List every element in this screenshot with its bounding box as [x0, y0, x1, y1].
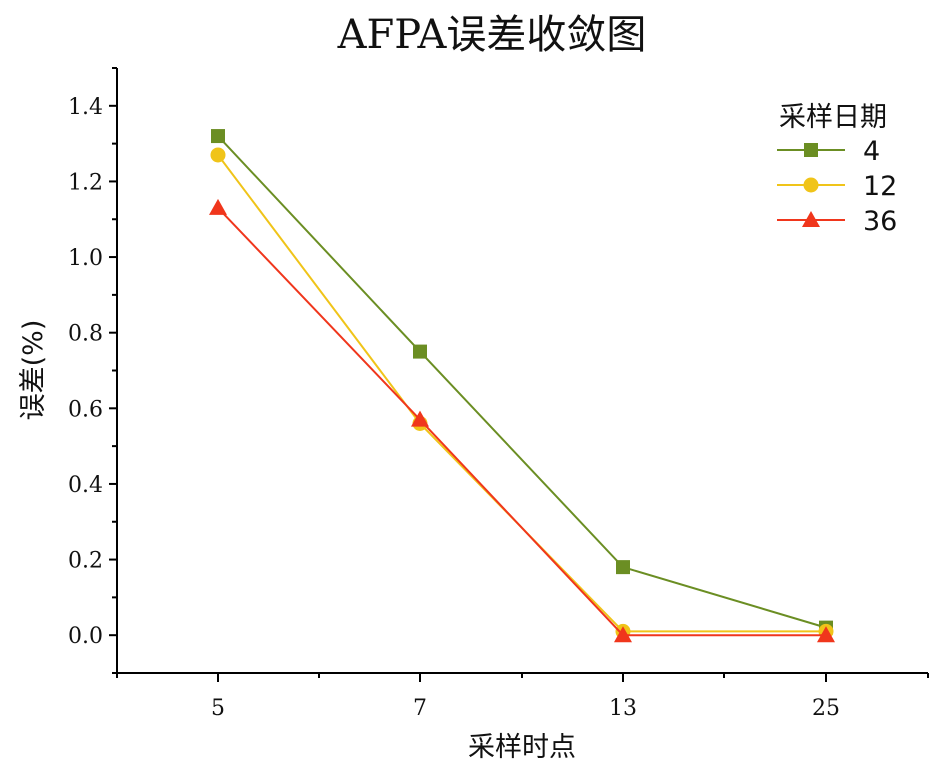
x-tick-label: 5 [211, 696, 225, 721]
data-point-4-13 [616, 560, 630, 575]
data-point-36-7 [411, 410, 429, 427]
data-point-36-13 [614, 626, 632, 643]
series-line-12 [217, 154, 826, 633]
legend-marker [804, 143, 818, 157]
data-point-4-7 [413, 344, 427, 359]
y-tick-label: 0.2 [68, 549, 103, 574]
legend-marker [802, 211, 820, 227]
data-point-36-25 [817, 626, 835, 643]
x-tick-label: 13 [609, 696, 637, 721]
legend-label: 12 [863, 171, 897, 202]
y-tick-label: 0.4 [68, 473, 103, 498]
legend-title: 采样日期 [779, 102, 887, 133]
legend-marker [803, 177, 819, 193]
series-4 [211, 129, 833, 635]
legend-item-36: 36 [777, 206, 897, 237]
y-tick-label: 1.0 [68, 246, 103, 271]
y-tick-label: 0.8 [68, 322, 103, 347]
data-point-36-5 [209, 198, 227, 215]
x-tick-label: 7 [413, 696, 427, 721]
legend-label: 4 [863, 136, 880, 167]
series-36 [209, 198, 835, 643]
data-point-12-5 [210, 147, 226, 163]
y-tick-label: 1.4 [68, 95, 103, 120]
legend-label: 36 [863, 206, 897, 237]
axes: 0.0 0.2 0.4 0.6 0.8 1.0 1.2 1.4 5 7 13 25 [68, 67, 929, 721]
series-layer [209, 129, 835, 643]
legend-item-12: 12 [777, 171, 897, 202]
series-12 [210, 147, 834, 639]
series-line-4 [217, 135, 827, 629]
x-axis-label: 采样时点 [468, 732, 576, 763]
legend-item-4: 4 [777, 136, 880, 167]
y-axis-label: 误差(%) [18, 320, 49, 421]
y-tick-label: 1.2 [68, 170, 103, 195]
series-line-36 [217, 207, 826, 637]
chart-title: AFPA误差收敛图 [337, 12, 647, 58]
y-tick-label: 0.6 [68, 397, 103, 422]
y-tick-label: 0.0 [68, 624, 103, 649]
x-tick-label: 25 [812, 696, 840, 721]
data-point-4-5 [211, 129, 225, 144]
